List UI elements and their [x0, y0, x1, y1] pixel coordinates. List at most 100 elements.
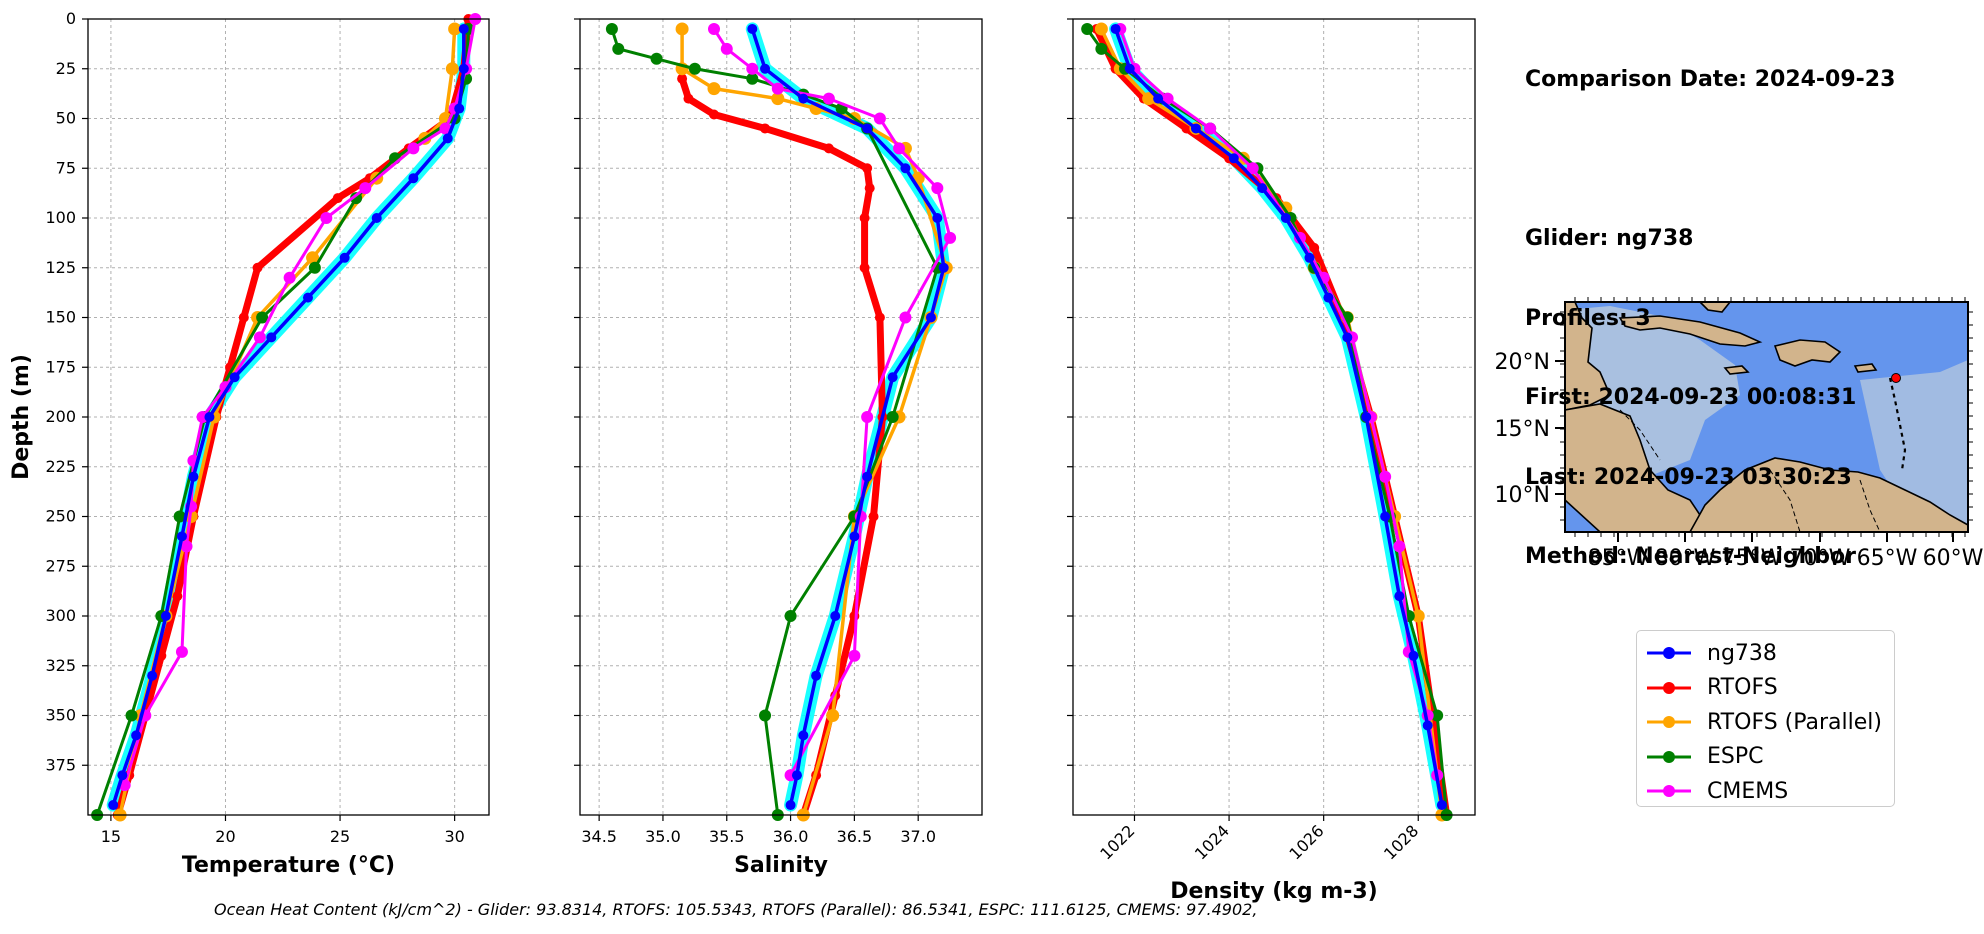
x-tick-label: 15 — [101, 827, 121, 846]
data-point — [1431, 709, 1444, 722]
legend-label: CMEMS — [1707, 778, 1789, 804]
x-tick-label: 1028 — [1380, 821, 1422, 863]
map-lon-label: 75°W — [1722, 546, 1783, 571]
glider-name: Glider: ng738 — [1525, 226, 1694, 251]
legend-item: ng738 — [1645, 639, 1777, 667]
data-point — [784, 610, 797, 622]
data-point — [1342, 332, 1353, 343]
data-point — [822, 92, 835, 105]
data-point — [458, 23, 469, 34]
data-point — [1110, 23, 1121, 34]
legend-item: RTOFS (Parallel) — [1645, 708, 1882, 736]
x-tick-label: 36.5 — [837, 827, 873, 846]
legend-label: ESPC — [1707, 744, 1764, 769]
data-point — [266, 332, 277, 343]
inset-map: 20°N 15°N 10°N 85°W 80°W 75°W 70°W 65°W 60°W — [1495, 297, 1984, 571]
data-point — [1094, 22, 1108, 36]
first-time: First: 2024-09-23 00:08:31 — [1525, 385, 1857, 410]
data-point — [256, 311, 269, 324]
map-lon-label: 80°W — [1655, 546, 1716, 571]
map-land-central-america — [1564, 403, 1701, 533]
data-point — [238, 312, 249, 323]
data-point — [204, 412, 215, 422]
x-axis-label: Salinity — [734, 853, 828, 878]
data-point — [1204, 122, 1217, 135]
data-point — [938, 262, 949, 273]
x-tick-label: 36.0 — [773, 827, 809, 846]
data-point — [117, 770, 128, 781]
data-point — [1246, 162, 1259, 175]
temperature-panel: 15 20 25 3002550751001251501752002252502753… — [9, 9, 490, 878]
data-point — [180, 540, 193, 553]
data-point — [108, 800, 119, 811]
data-point — [371, 213, 382, 223]
data-point — [873, 112, 886, 125]
map-land-cuba — [1618, 315, 1763, 347]
data-point — [1436, 800, 1447, 811]
data-point — [746, 72, 759, 85]
legend-swatch — [1645, 708, 1693, 736]
series-espc — [1081, 22, 1453, 821]
series-ng738 — [108, 23, 469, 811]
data-point — [454, 103, 465, 114]
data-point — [1280, 213, 1291, 223]
series-line — [712, 28, 952, 776]
data-point — [771, 92, 785, 106]
data-point — [172, 591, 183, 602]
data-point — [188, 471, 199, 482]
y-tick-label: 25 — [56, 59, 76, 78]
data-point — [830, 611, 841, 621]
data-point — [252, 262, 263, 273]
data-point — [306, 251, 320, 265]
data-point — [650, 52, 663, 65]
profile-count: Profiles: 3 — [1525, 305, 1651, 331]
data-point — [862, 471, 873, 482]
data-point — [900, 163, 911, 174]
series-rtofs-parallel- — [113, 22, 462, 822]
data-point — [874, 312, 885, 323]
data-point — [760, 123, 771, 134]
series-line — [1099, 28, 1444, 816]
ocean-heat-content-footer: Ocean Heat Content (kJ/cm^2) - Glider: 9… — [214, 900, 1258, 919]
data-point — [131, 730, 142, 741]
x-tick-label: 1026 — [1285, 821, 1327, 863]
data-point — [1411, 609, 1425, 623]
data-point — [302, 292, 313, 303]
legend-swatch — [1645, 674, 1693, 702]
map-lat-label: 15°N — [1495, 417, 1550, 442]
data-point — [859, 262, 870, 273]
data-point — [932, 213, 943, 223]
data-point — [707, 82, 721, 96]
map-lon-label: 60°W — [1923, 546, 1984, 571]
y-tick-label: 50 — [56, 109, 76, 128]
comparison-info: Comparison Date: 2024-09-23 Glider: ng73… — [1525, 14, 1895, 597]
series-rtofs — [1091, 23, 1452, 820]
data-point — [675, 22, 689, 36]
map-frame — [1564, 301, 1969, 533]
map-glider-marker — [1891, 373, 1901, 383]
data-point — [332, 193, 343, 204]
y-tick-label: 350 — [45, 706, 76, 725]
data-point — [1124, 63, 1135, 74]
data-point — [849, 611, 860, 621]
data-point — [798, 93, 809, 104]
series-line — [1118, 28, 1439, 776]
map-border — [1619, 409, 1881, 533]
series-cmems — [708, 22, 957, 782]
data-point — [791, 770, 802, 781]
info-spacer — [1525, 147, 1895, 174]
data-point — [147, 670, 158, 681]
legend: ng738 RTOFS RTOFS (Parallel) ESPC CMEMS — [1636, 630, 1895, 807]
legend-label: RTOFS — [1707, 675, 1778, 700]
data-point — [339, 252, 350, 263]
data-point — [176, 531, 187, 542]
y-tick-label: 250 — [45, 507, 76, 526]
data-point — [747, 23, 758, 34]
series-cmems — [118, 13, 482, 792]
data-point — [1380, 511, 1391, 522]
series-line — [1113, 28, 1444, 806]
comparison-date: Comparison Date: 2024-09-23 — [1525, 67, 1896, 92]
data-point — [811, 670, 822, 681]
series-line — [1093, 27, 1451, 816]
